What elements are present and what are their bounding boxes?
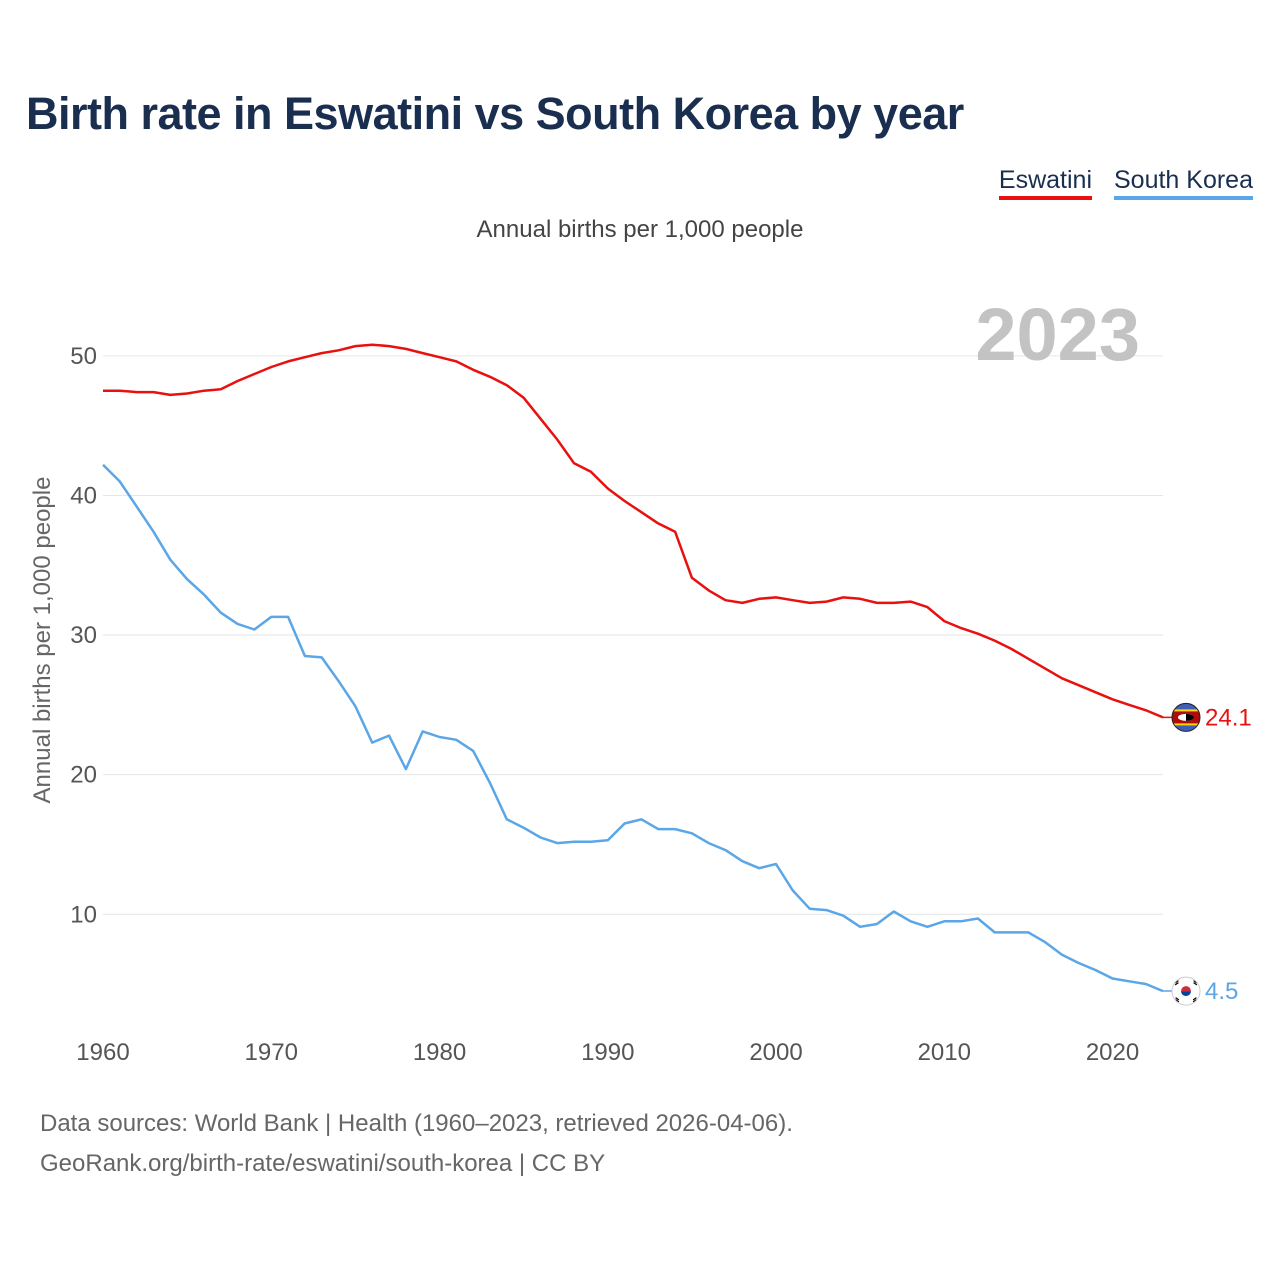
series-line-eswatini[interactable] — [103, 343, 1164, 719]
x-tick-label: 2010 — [918, 1039, 971, 1066]
legend-item-south-korea[interactable]: South Korea — [1114, 166, 1253, 200]
series-line-south-korea[interactable] — [102, 463, 1164, 993]
legend: Eswatini South Korea — [998, 166, 1253, 200]
x-tick-label: 1960 — [76, 1039, 129, 1066]
data-source: Data sources: World Bank | Health (1960–… — [40, 1104, 793, 1184]
chart-subtitle: Annual births per 1,000 people — [476, 216, 804, 243]
year-watermark: 2023 — [975, 293, 1140, 376]
x-tick-label: 2000 — [749, 1039, 802, 1066]
end-label-eswatini: 24.1 — [1205, 704, 1252, 731]
legend-item-eswatini[interactable]: Eswatini — [998, 166, 1092, 200]
y-tick-label: 30 — [70, 622, 97, 649]
y-axis-label: Annual births per 1,000 people — [29, 477, 56, 804]
y-tick-label: 10 — [70, 901, 97, 928]
end-label-south-korea: 4.5 — [1205, 978, 1238, 1005]
source-line[interactable]: Data sources: World Bank | Health (1960–… — [40, 1110, 793, 1137]
x-tick-label: 1970 — [245, 1039, 298, 1066]
source-line[interactable]: GeoRank.org/birth-rate/eswatini/south-ko… — [40, 1150, 606, 1177]
x-tick-label: 1980 — [413, 1039, 466, 1066]
x-tick-label: 2020 — [1086, 1039, 1139, 1066]
y-tick-label: 20 — [70, 762, 97, 789]
y-tick-label: 50 — [70, 343, 97, 370]
eswatini-flag-icon — [1171, 702, 1201, 732]
chart-title: Birth rate in Eswatini vs South Korea by… — [26, 88, 964, 139]
south-korea-flag-icon — [1171, 976, 1201, 1006]
y-tick-label: 40 — [70, 482, 97, 509]
x-tick-label: 1990 — [581, 1039, 634, 1066]
